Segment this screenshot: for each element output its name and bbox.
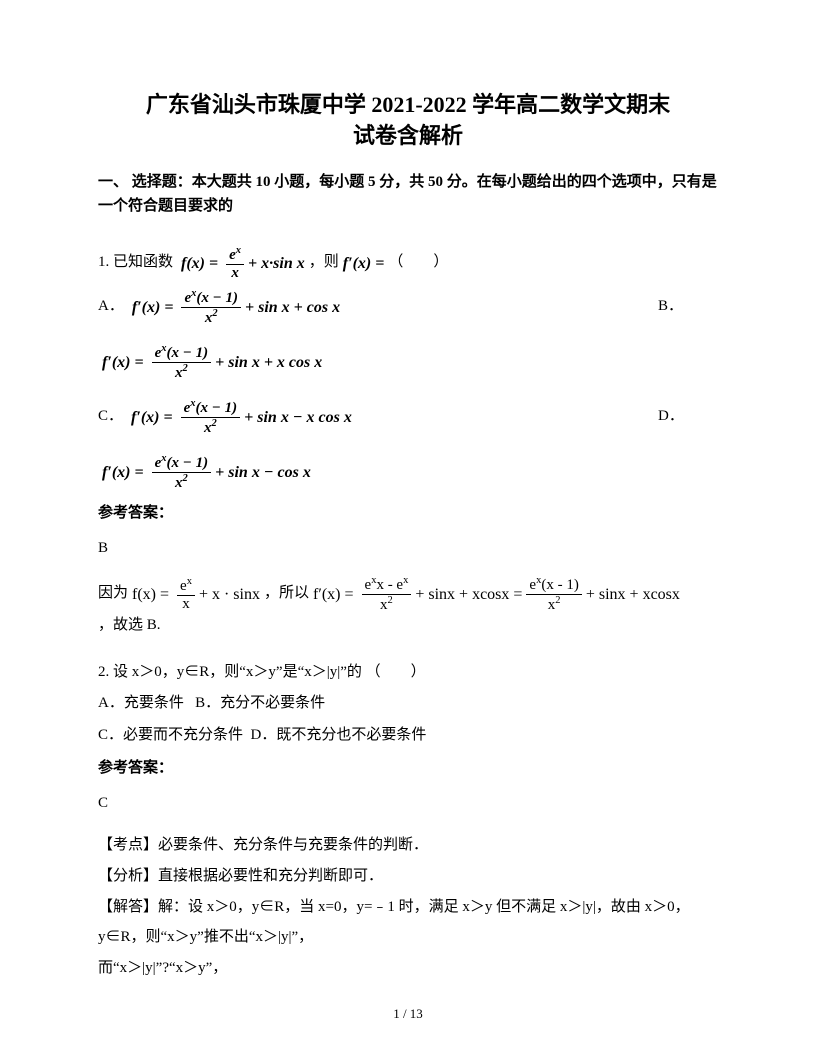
q2-options-ab: A．充要条件 B．充分不必要条件 (98, 689, 718, 718)
opt-frac: ex(x − 1) x2 (152, 344, 212, 381)
q1-f-lhs: f(x) = (173, 250, 226, 277)
opt-label: A． (98, 294, 124, 320)
q1-f-frac: ex x (226, 246, 244, 281)
q2-line3: 【解答】解：设 x＞0，y∈R，当 x=0，y=﹣1 时，满足 x＞y 但不满足… (98, 893, 718, 952)
exp-fp-mid: + sinx + xcosx = (411, 581, 526, 608)
q1-row-ab: A． f′(x) = ex(x − 1) x2 + sin x + cos x … (98, 289, 718, 326)
frac-num: ex(x − 1) (181, 399, 241, 418)
q2-options-cd: C．必要而不充分条件 D．既不充分也不必要条件 (98, 721, 718, 750)
exp-fp2-tail: + sinx + xcosx (582, 581, 684, 608)
opt-formula: f′(x) = (127, 404, 181, 431)
frac-num: ex(x − 1) (152, 454, 212, 473)
frac-num: ex(x - 1) (526, 576, 581, 595)
frac-num: ex(x − 1) (152, 344, 212, 363)
exp-mid: ，所以 (264, 581, 309, 607)
frac-den: x2 (526, 595, 581, 613)
q2-answer-header: 参考答案： (98, 756, 718, 782)
q1-stem: 1. 已知函数 f(x) = ex x + x·sin x ，则 f′(x) =… (98, 246, 718, 281)
exp-frac1: ex x (177, 577, 195, 612)
q1-mid: ，则 (309, 250, 339, 276)
frac-num: ex (226, 246, 244, 265)
exp-f-tail: + x · sinx (195, 581, 264, 608)
exp-prefix: 因为 (98, 581, 128, 607)
exp-frac2: exx - ex x2 (362, 576, 412, 613)
opt-formula: f′(x) = (98, 459, 152, 486)
frac-num: ex(x − 1) (181, 289, 241, 308)
q2-option-d: D．既不充分也不必要条件 (251, 727, 427, 743)
frac-den: x2 (152, 473, 212, 491)
q2-option-a: A．充要条件 (98, 695, 184, 711)
q1-f-tail: + x·sin x (244, 250, 309, 277)
q2-line1: 【考点】必要条件、充分条件与充要条件的判断． (98, 831, 718, 860)
exp-f: f(x) = (128, 581, 177, 608)
opt-label: C． (98, 404, 123, 430)
opt-frac: ex(x − 1) x2 (152, 454, 212, 491)
exp-suffix: ，故选 B. (98, 613, 161, 639)
q1-option-c: C． f′(x) = ex(x − 1) x2 + sin x − x cos … (98, 399, 658, 436)
q2-option-c: C．必要而不充分条件 (98, 727, 243, 743)
frac-den: x2 (181, 418, 241, 436)
page-title: 广东省汕头市珠厦中学 2021-2022 学年高二数学文期末 试卷含解析 (98, 90, 718, 152)
opt-tail: + sin x − cos x (211, 459, 315, 486)
q1-prefix: 1. 已知函数 (98, 250, 173, 276)
title-line-1: 广东省汕头市珠厦中学 2021-2022 学年高二数学文期末 (146, 92, 670, 117)
frac-den: x (177, 596, 195, 612)
q2-answer-letter: C (98, 791, 718, 817)
opt-tail: + sin x + cos x (241, 294, 344, 321)
title-line-2: 试卷含解析 (353, 123, 463, 148)
opt-formula: f′(x) = (98, 349, 152, 376)
opt-frac: ex(x − 1) x2 (181, 399, 241, 436)
opt-frac: ex(x − 1) x2 (181, 289, 241, 326)
q2-stem: 2. 设 x＞0，y∈R，则“x＞y”是“x＞|y|”的 （ ） (98, 658, 718, 687)
frac-num: exx - ex (362, 576, 412, 595)
q1-explanation: 因为 f(x) = ex x + x · sinx ，所以 f′(x) = ex… (98, 576, 718, 639)
q2-option-b: B．充分不必要条件 (195, 695, 325, 711)
frac-den: x2 (362, 595, 412, 613)
q1-option-d: f′(x) = ex(x − 1) x2 + sin x − cos x (98, 454, 718, 491)
q1-answer-header: 参考答案： (98, 501, 718, 527)
q1-row-cd: C． f′(x) = ex(x − 1) x2 + sin x − x cos … (98, 399, 718, 436)
q1-option-d-label: D． (658, 404, 718, 430)
opt-tail: + sin x − x cos x (240, 404, 356, 431)
frac-den: x (226, 265, 244, 281)
q1-option-b-label: B． (658, 294, 718, 320)
opt-label: B． (658, 294, 683, 320)
q1-answer-letter: B (98, 536, 718, 562)
q1-paren: （ ） (388, 250, 448, 276)
page-footer: 1 / 13 (0, 1006, 816, 1022)
exp-frac3: ex(x - 1) x2 (526, 576, 581, 613)
opt-formula: f′(x) = (128, 294, 182, 321)
q2-line4: 而“x＞|y|”?“x＞y”， (98, 954, 718, 983)
q1-option-a: A． f′(x) = ex(x − 1) x2 + sin x + cos x (98, 289, 658, 326)
q1-option-b: f′(x) = ex(x − 1) x2 + sin x + x cos x (98, 344, 718, 381)
frac-den: x2 (152, 363, 212, 381)
frac-num: ex (177, 577, 195, 596)
q2-line2: 【分析】直接根据必要性和充分判断即可． (98, 862, 718, 891)
opt-tail: + sin x + x cos x (211, 349, 326, 376)
frac-den: x2 (181, 308, 241, 326)
opt-label: D． (658, 404, 684, 430)
exam-page: 广东省汕头市珠厦中学 2021-2022 学年高二数学文期末 试卷含解析 一、 … (0, 0, 816, 1025)
section-intro: 一、 选择题：本大题共 10 小题，每小题 5 分，共 50 分。在每小题给出的… (98, 170, 718, 218)
q1-fprime: f′(x) = (339, 250, 389, 277)
exp-fp: f′(x) = (309, 581, 362, 608)
